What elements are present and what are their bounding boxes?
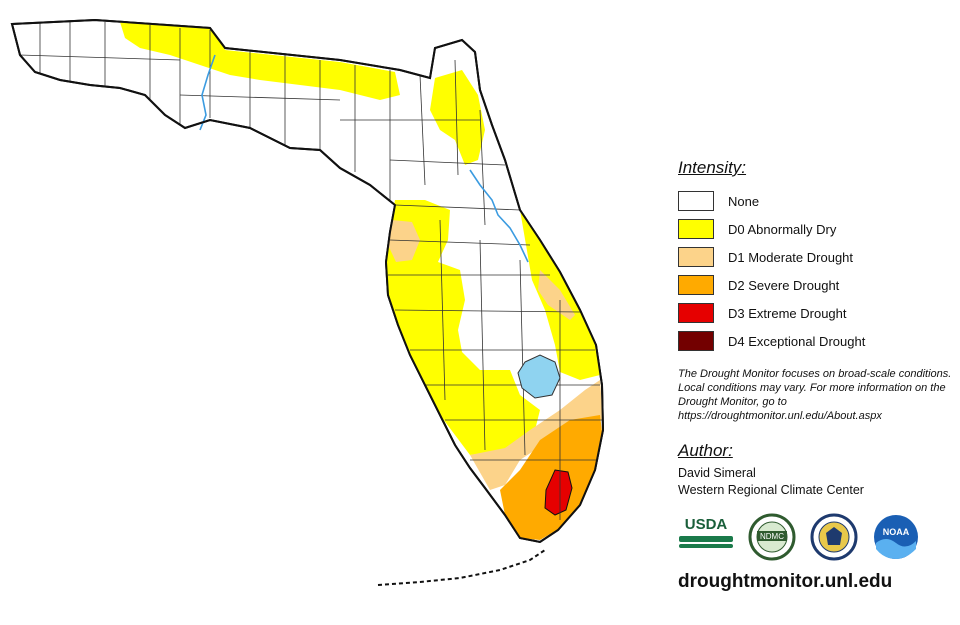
author-name: David Simeral <box>678 466 756 480</box>
legend-item-d1: D1 Moderate Drought <box>678 243 958 271</box>
legend-item-none: None <box>678 187 958 215</box>
usda-logo-text: USDA <box>684 516 728 533</box>
author-title: Author: <box>678 441 733 460</box>
d0-westcoast-region <box>386 200 540 455</box>
legend-label: D1 Moderate Drought <box>728 249 854 265</box>
legend-label: D2 Severe Drought <box>728 277 840 293</box>
legend-label: None <box>728 193 760 209</box>
legend-swatch <box>678 191 714 211</box>
st-johns-river <box>469 169 529 263</box>
legend-swatch <box>678 303 714 323</box>
d0-northeast-region <box>430 70 485 165</box>
legend-title: Intensity: <box>678 158 747 177</box>
legend-label: D0 Abnormally Dry <box>728 221 837 237</box>
author-org: Western Regional Climate Center <box>678 483 864 497</box>
legend-swatch <box>678 331 714 351</box>
legend-item-d2: D2 Severe Drought <box>678 271 958 299</box>
d1-eastcoast-region <box>538 270 575 320</box>
drought-monitor-note: The Drought Monitor focuses on broad-sca… <box>678 368 952 422</box>
ndmc-logo: NDMC <box>748 513 796 561</box>
lake-okeechobee <box>517 354 561 399</box>
legend-label: D4 Exceptional Drought <box>728 333 866 349</box>
legend-swatch <box>678 219 714 239</box>
county-boundaries <box>19 22 603 520</box>
d0-panhandle-region <box>120 22 400 100</box>
legend-item-d3: D3 Extreme Drought <box>678 299 958 327</box>
legend-swatch <box>678 275 714 295</box>
legend-label: D3 Extreme Drought <box>728 305 847 321</box>
legend-item-d0: D0 Abnormally Dry <box>678 215 958 243</box>
usda-logo-bar <box>679 536 733 542</box>
legend-item-d4: D4 Exceptional Drought <box>678 327 958 355</box>
ndmc-logo-text: NDMC <box>760 532 784 541</box>
legend: Intensity: None D0 Abnormally Dry D1 Mod… <box>678 158 958 593</box>
partner-logos: USDA NDMC NOAA <box>678 513 958 561</box>
florida-drought-map <box>10 18 605 586</box>
florida-coastline <box>10 18 605 544</box>
site-url[interactable]: droughtmonitor.unl.edu <box>678 571 893 592</box>
d1-south-region <box>470 380 603 490</box>
d1-tampa-region <box>388 220 420 262</box>
florida-keys <box>377 549 546 586</box>
noaa-logo: NOAA <box>874 515 918 559</box>
commerce-seal-logo <box>810 513 858 561</box>
usda-logo-bar <box>679 544 733 548</box>
legend-swatch <box>678 247 714 267</box>
usda-logo: USDA <box>678 516 734 558</box>
apalachicola-river <box>199 54 216 131</box>
d3-extreme-region <box>544 469 573 516</box>
noaa-logo-text: NOAA <box>883 527 910 537</box>
